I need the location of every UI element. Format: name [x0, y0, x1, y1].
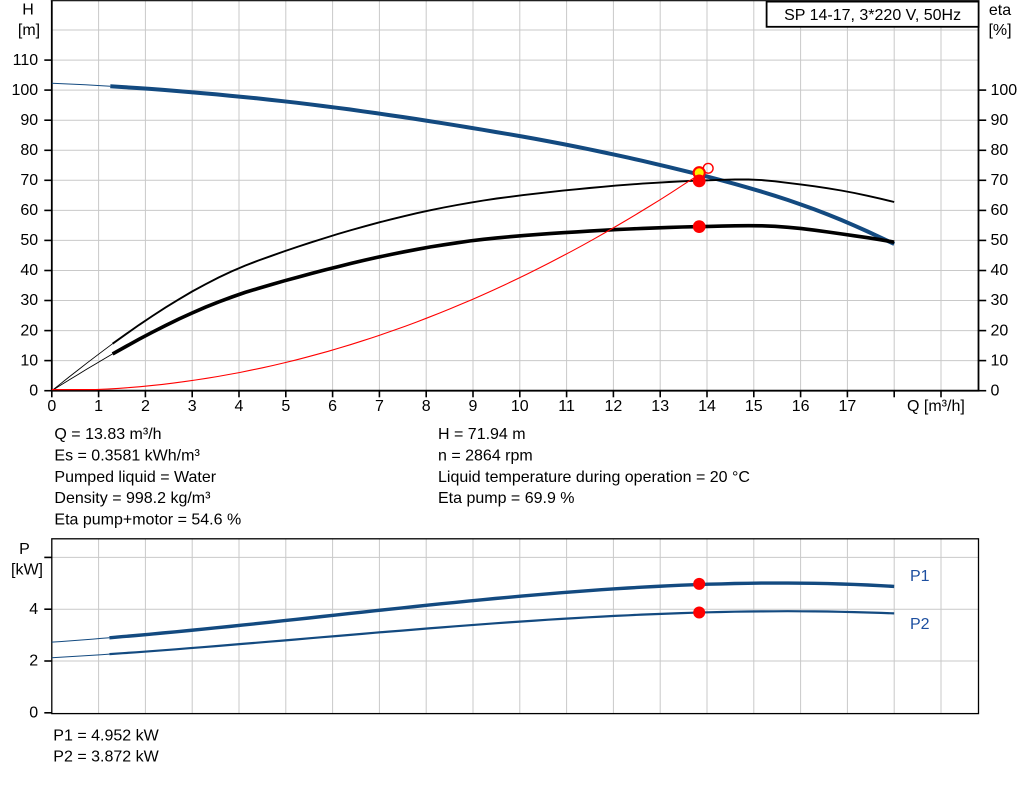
- svg-text:0: 0: [29, 705, 38, 722]
- svg-text:P1 = 4.952 kW: P1 = 4.952 kW: [53, 727, 159, 744]
- svg-text:100: 100: [991, 82, 1018, 99]
- svg-text:10: 10: [511, 398, 529, 415]
- svg-text:SP 14-17, 3*220 V, 50Hz: SP 14-17, 3*220 V, 50Hz: [784, 7, 961, 24]
- svg-text:11: 11: [558, 398, 575, 415]
- svg-text:[kW]: [kW]: [11, 562, 43, 579]
- svg-text:Liquid temperature during oper: Liquid temperature during operation = 20…: [438, 469, 750, 486]
- svg-text:eta: eta: [989, 2, 1011, 19]
- svg-text:1: 1: [94, 398, 103, 415]
- svg-text:80: 80: [991, 142, 1009, 159]
- svg-text:5: 5: [281, 398, 290, 415]
- svg-text:70: 70: [20, 172, 38, 189]
- svg-text:60: 60: [991, 202, 1009, 219]
- svg-text:10: 10: [20, 352, 38, 369]
- svg-text:110: 110: [13, 52, 39, 69]
- svg-text:13: 13: [651, 398, 669, 415]
- svg-text:10: 10: [991, 352, 1009, 369]
- svg-text:H: H: [22, 2, 34, 19]
- svg-text:0: 0: [991, 382, 1000, 399]
- svg-text:30: 30: [991, 292, 1009, 309]
- svg-text:6: 6: [328, 398, 337, 415]
- svg-text:17: 17: [839, 398, 857, 415]
- svg-text:Eta pump = 69.9 %: Eta pump = 69.9 %: [438, 490, 575, 507]
- svg-text:P: P: [19, 541, 30, 558]
- svg-text:[m]: [m]: [18, 22, 40, 39]
- svg-text:15: 15: [745, 398, 763, 415]
- svg-text:Eta pump+motor = 54.6 %: Eta pump+motor = 54.6 %: [54, 511, 241, 528]
- svg-text:n = 2864 rpm: n = 2864 rpm: [438, 448, 533, 465]
- svg-text:50: 50: [20, 232, 38, 249]
- svg-text:7: 7: [375, 398, 384, 415]
- svg-text:Pumped liquid = Water: Pumped liquid = Water: [54, 469, 216, 486]
- svg-text:4: 4: [29, 601, 38, 618]
- svg-text:12: 12: [605, 398, 623, 415]
- svg-text:3: 3: [188, 398, 197, 415]
- svg-text:Q = 13.83 m³/h: Q = 13.83 m³/h: [54, 426, 161, 443]
- svg-text:80: 80: [20, 142, 38, 159]
- svg-text:14: 14: [698, 398, 716, 415]
- svg-text:70: 70: [991, 172, 1009, 189]
- svg-text:2: 2: [29, 653, 38, 670]
- svg-text:[%]: [%]: [988, 22, 1011, 39]
- svg-text:40: 40: [991, 262, 1009, 279]
- svg-text:P2 = 3.872 kW: P2 = 3.872 kW: [53, 749, 159, 766]
- svg-text:Q [m³/h]: Q [m³/h]: [907, 398, 965, 415]
- svg-text:100: 100: [11, 82, 38, 99]
- svg-text:60: 60: [20, 202, 38, 219]
- svg-text:P1: P1: [910, 568, 930, 585]
- svg-text:9: 9: [469, 398, 478, 415]
- svg-text:0: 0: [47, 398, 56, 415]
- svg-text:90: 90: [991, 112, 1009, 129]
- svg-text:20: 20: [991, 322, 1009, 339]
- svg-text:Density = 998.2 kg/m³: Density = 998.2 kg/m³: [54, 490, 211, 507]
- svg-text:30: 30: [20, 292, 38, 309]
- svg-text:8: 8: [422, 398, 431, 415]
- svg-text:P2: P2: [910, 616, 930, 633]
- svg-text:16: 16: [792, 398, 810, 415]
- svg-text:90: 90: [20, 112, 38, 129]
- svg-text:0: 0: [29, 382, 38, 399]
- svg-text:Es = 0.3581 kWh/m³: Es = 0.3581 kWh/m³: [54, 448, 200, 465]
- svg-text:20: 20: [20, 322, 38, 339]
- svg-text:H = 71.94 m: H = 71.94 m: [438, 426, 526, 443]
- svg-text:50: 50: [991, 232, 1009, 249]
- svg-text:2: 2: [141, 398, 150, 415]
- svg-text:4: 4: [235, 398, 244, 415]
- svg-text:40: 40: [20, 262, 38, 279]
